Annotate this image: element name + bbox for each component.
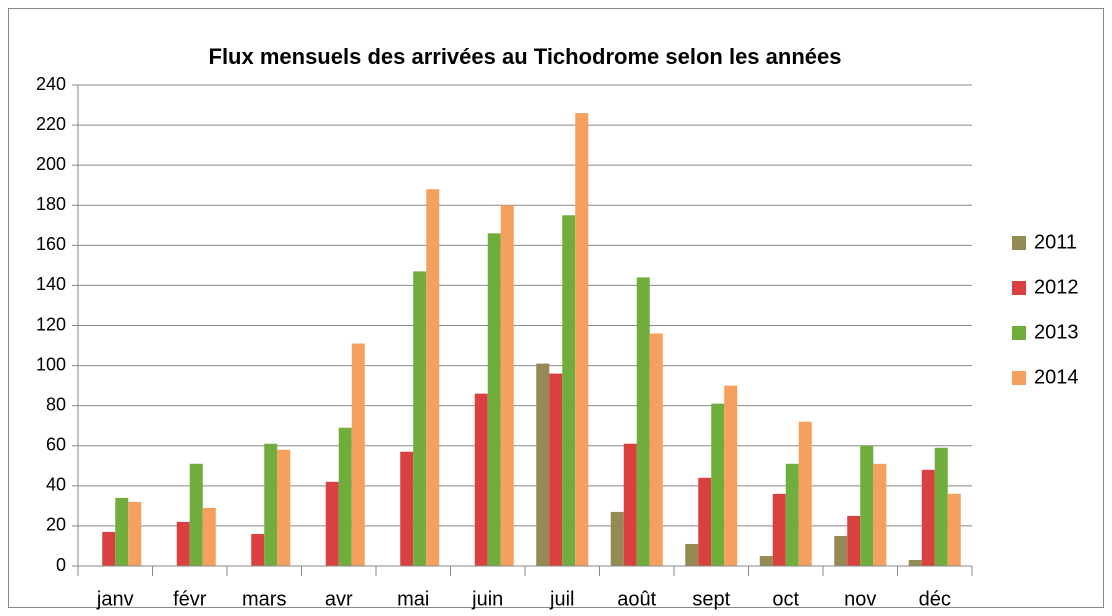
bar xyxy=(338,427,352,566)
x-tick-label: avr xyxy=(325,588,353,610)
bar xyxy=(711,403,725,566)
bar xyxy=(921,469,935,566)
x-tick-label: mars xyxy=(242,588,286,610)
y-tick-label: 140 xyxy=(36,274,66,294)
bar xyxy=(623,443,637,566)
y-tick-label: 240 xyxy=(36,74,66,94)
bar xyxy=(847,515,861,566)
bar xyxy=(873,463,887,566)
bar xyxy=(798,421,812,566)
x-tick-label: mai xyxy=(397,588,429,610)
x-tick-label: juil xyxy=(549,588,574,610)
y-tick-label: 40 xyxy=(46,475,66,495)
bar xyxy=(724,385,738,566)
y-tick-label: 180 xyxy=(36,194,66,214)
bar xyxy=(202,507,216,566)
legend-label: 2012 xyxy=(1034,276,1079,298)
bar xyxy=(649,333,663,566)
bar xyxy=(325,481,339,566)
legend-swatch xyxy=(1012,371,1026,385)
y-tick-label: 220 xyxy=(36,114,66,134)
y-tick-label: 0 xyxy=(56,555,66,575)
bar xyxy=(189,463,203,566)
legend-label: 2014 xyxy=(1034,366,1079,388)
x-tick-label: déc xyxy=(919,588,951,610)
bar xyxy=(685,543,699,566)
bar xyxy=(834,535,848,566)
bar xyxy=(908,559,922,566)
bar xyxy=(947,493,961,566)
bar xyxy=(785,463,799,566)
legend-swatch xyxy=(1012,326,1026,340)
bar xyxy=(549,373,563,566)
bar xyxy=(102,531,116,566)
bar xyxy=(636,277,650,566)
bar xyxy=(500,205,514,566)
y-tick-label: 60 xyxy=(46,435,66,455)
y-tick-label: 100 xyxy=(36,354,66,374)
bar xyxy=(487,233,501,566)
bar xyxy=(400,451,414,566)
bar xyxy=(277,449,291,566)
chart-title: Flux mensuels des arrivées au Tichodrome… xyxy=(209,44,842,69)
bar xyxy=(934,447,948,566)
bar xyxy=(536,363,550,566)
bar xyxy=(772,493,786,566)
x-tick-label: sept xyxy=(692,588,730,610)
x-tick-label: oct xyxy=(772,588,799,610)
bar xyxy=(860,445,874,566)
bar xyxy=(351,343,365,566)
bar xyxy=(610,511,624,566)
legend-swatch xyxy=(1012,281,1026,295)
bar xyxy=(413,271,427,566)
bar xyxy=(698,477,712,566)
y-tick-label: 80 xyxy=(46,394,66,414)
x-tick-label: janv xyxy=(96,588,134,610)
bar xyxy=(759,555,773,566)
bar xyxy=(176,521,190,566)
legend-swatch xyxy=(1012,236,1026,250)
bar xyxy=(115,497,129,566)
bar xyxy=(562,215,576,567)
bar xyxy=(575,113,589,566)
x-tick-label: août xyxy=(617,588,656,610)
x-tick-label: juin xyxy=(471,588,503,610)
bar xyxy=(251,533,265,566)
x-tick-label: févr xyxy=(173,588,207,610)
bar xyxy=(474,393,488,566)
bar xyxy=(128,501,142,566)
bar xyxy=(426,189,440,566)
y-tick-label: 160 xyxy=(36,234,66,254)
legend-label: 2011 xyxy=(1034,231,1077,253)
y-tick-label: 20 xyxy=(46,515,66,535)
bar xyxy=(264,443,278,566)
x-tick-label: nov xyxy=(844,588,876,610)
y-tick-label: 120 xyxy=(36,314,66,334)
legend-label: 2013 xyxy=(1034,321,1079,343)
y-tick-label: 200 xyxy=(36,154,66,174)
